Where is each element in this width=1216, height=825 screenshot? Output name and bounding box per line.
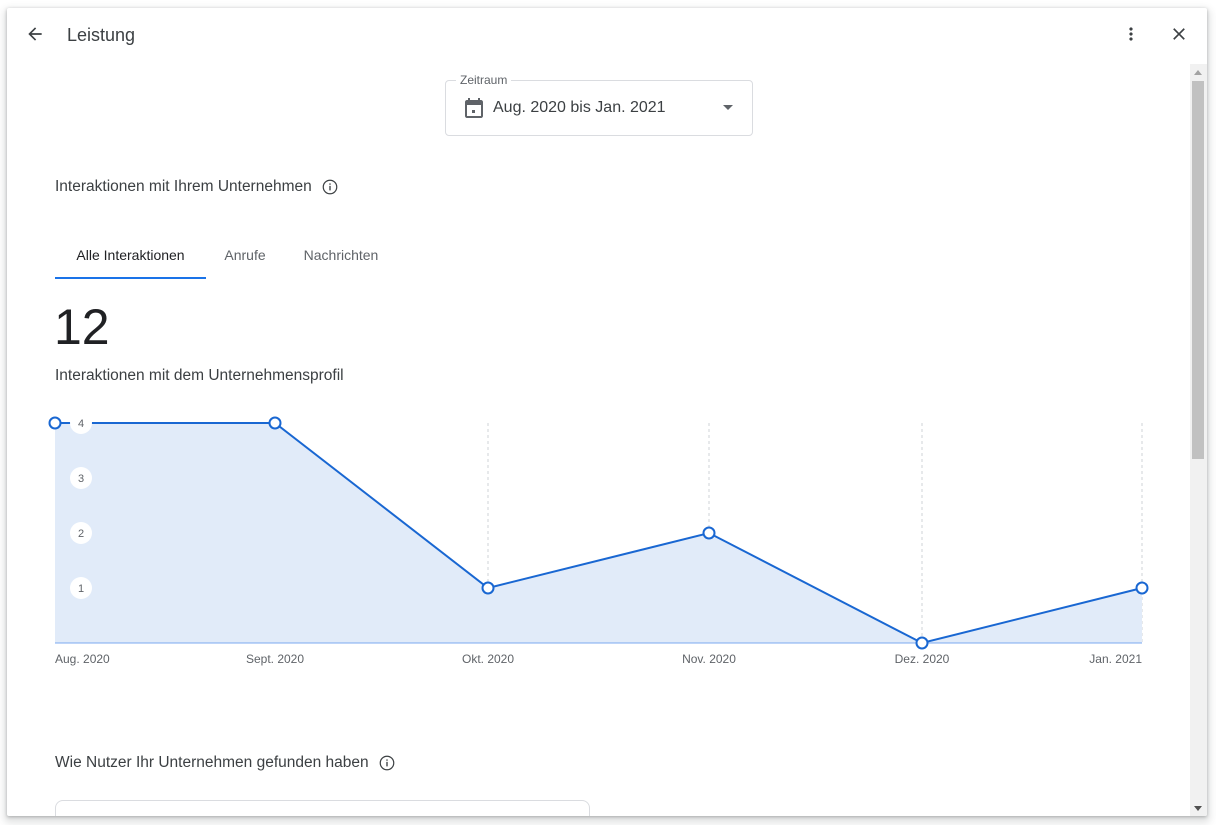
- y-tick-label: 4: [78, 418, 84, 430]
- interactions-section-title: Interaktionen mit Ihrem Unternehmen: [55, 178, 312, 195]
- data-point[interactable]: [1135, 581, 1149, 595]
- y-tick-badge: [70, 577, 92, 599]
- scroll-up-arrow[interactable]: [1194, 70, 1202, 75]
- y-tick-badge: [70, 522, 92, 544]
- performance-dialog: Leistung Zeitraum Aug. 2020 bis Jan. 202…: [7, 8, 1207, 816]
- chevron-down-icon: [723, 105, 733, 110]
- dialog-content: Zeitraum Aug. 2020 bis Jan. 2021 Interak…: [7, 64, 1190, 816]
- vertical-scrollbar[interactable]: [1190, 64, 1207, 816]
- interaction-tabs: Alle Interaktionen Anrufe Nachrichten: [55, 232, 555, 280]
- active-tab-indicator: [55, 277, 206, 279]
- tab-calls[interactable]: Anrufe: [224, 247, 266, 263]
- y-axis-ticks: 1 2 3 4: [70, 412, 92, 599]
- found-section-title: Wie Nutzer Ihr Unternehmen gefunden habe…: [55, 754, 369, 771]
- scrollbar-thumb[interactable]: [1192, 81, 1204, 459]
- total-interactions-count: 12: [54, 299, 110, 355]
- chart-points: [48, 416, 1149, 650]
- close-button[interactable]: [1161, 18, 1197, 54]
- found-section-header: Wie Nutzer Ihr Unternehmen gefunden habe…: [55, 754, 396, 772]
- calendar-icon: [462, 96, 486, 125]
- dialog-header: Leistung: [7, 8, 1207, 64]
- x-axis-label: Jan. 2021: [1089, 652, 1142, 666]
- more-options-button[interactable]: [1113, 18, 1149, 54]
- y-tick-label: 3: [78, 473, 84, 485]
- interactions-section-header: Interaktionen mit Ihrem Unternehmen: [55, 178, 339, 196]
- data-point[interactable]: [915, 636, 929, 650]
- more-vert-icon: [1121, 24, 1141, 49]
- back-button[interactable]: [17, 18, 53, 54]
- x-axis-label: Nov. 2020: [682, 652, 736, 666]
- data-point[interactable]: [268, 416, 282, 430]
- data-point[interactable]: [48, 416, 62, 430]
- x-axis-label: Dez. 2020: [895, 652, 950, 666]
- x-axis-label: Okt. 2020: [462, 652, 514, 666]
- search-breakdown-card: [55, 800, 590, 816]
- y-tick-badge: [70, 412, 92, 434]
- info-icon[interactable]: [378, 754, 396, 772]
- info-icon[interactable]: [321, 178, 339, 196]
- close-icon: [1169, 24, 1189, 49]
- total-interactions-caption: Interaktionen mit dem Unternehmensprofil: [55, 367, 344, 384]
- page-title: Leistung: [67, 25, 136, 45]
- data-point[interactable]: [702, 526, 716, 540]
- arrow-back-icon: [25, 24, 45, 49]
- chart-line: [55, 422, 1143, 645]
- x-axis-label: Aug. 2020: [55, 652, 110, 666]
- date-range-value: Aug. 2020 bis Jan. 2021: [493, 99, 666, 116]
- tab-all-interactions[interactable]: Alle Interaktionen: [76, 247, 185, 263]
- y-tick-badge: [70, 467, 92, 489]
- y-tick-label: 1: [78, 583, 84, 595]
- x-axis-labels: Aug. 2020 Sept. 2020 Okt. 2020 Nov. 2020 Dez…: [55, 652, 1142, 666]
- interactions-chart: 1 2 3 4 Aug. 2020 Sept. 2020 Okt. 2020 Nov. 20…: [48, 412, 1149, 666]
- chart-area: [55, 423, 1142, 643]
- y-tick-label: 2: [78, 528, 84, 540]
- date-range-selector[interactable]: Zeitraum Aug. 2020 bis Jan. 2021: [445, 73, 753, 136]
- data-point[interactable]: [481, 581, 495, 595]
- scroll-down-arrow[interactable]: [1194, 806, 1202, 811]
- date-range-label: Zeitraum: [456, 73, 512, 87]
- x-axis-label: Sept. 2020: [246, 652, 304, 666]
- tab-messages[interactable]: Nachrichten: [303, 247, 379, 263]
